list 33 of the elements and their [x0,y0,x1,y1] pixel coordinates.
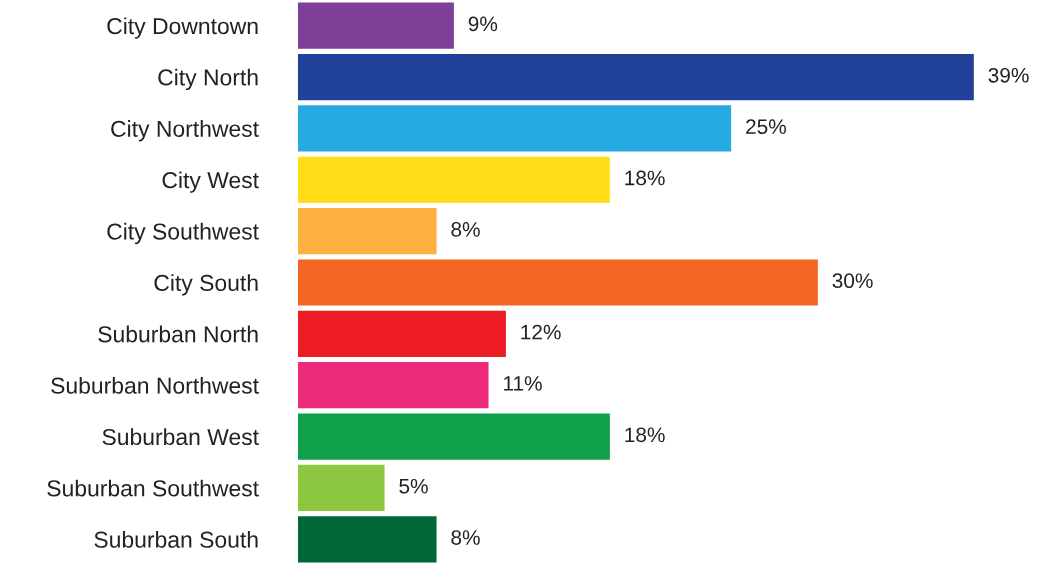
data-label: 18% [625,427,665,443]
bar [297,362,489,409]
bar [297,2,454,49]
data-label: 18% [625,170,665,186]
y-tick-label: Suburban Northwest [51,376,259,394]
bar [297,259,818,306]
y-tick-label: City Northwest [111,120,259,142]
bar [297,413,610,460]
y-tick-label: City West [162,171,259,193]
data-label: 8% [451,221,480,237]
bar [297,53,974,101]
bar [297,464,385,512]
data-label: 25% [746,119,787,134]
data-label: 9% [468,16,498,32]
data-label: 11% [504,376,542,391]
data-label: 5% [399,478,428,494]
y-tick-label: City South [154,274,258,296]
data-label: 39% [988,67,1029,83]
bar [297,208,437,255]
y-tick-label: City North [158,68,258,91]
data-label: 12% [521,324,561,340]
y-tick-label: Suburban West [102,428,259,446]
data-label: 30% [832,273,873,289]
y-tick-label: City Southwest [107,222,259,245]
data-label: 8% [451,530,480,545]
y-tick-label: City Downtown [107,17,258,39]
bar [297,516,437,563]
bar [297,105,732,152]
y-tick-label: Suburban Southwest [47,479,259,497]
bar [297,310,506,357]
y-tick-label: Suburban South [94,531,258,548]
y-tick-label: Suburban North [98,325,258,343]
bar [297,156,610,203]
